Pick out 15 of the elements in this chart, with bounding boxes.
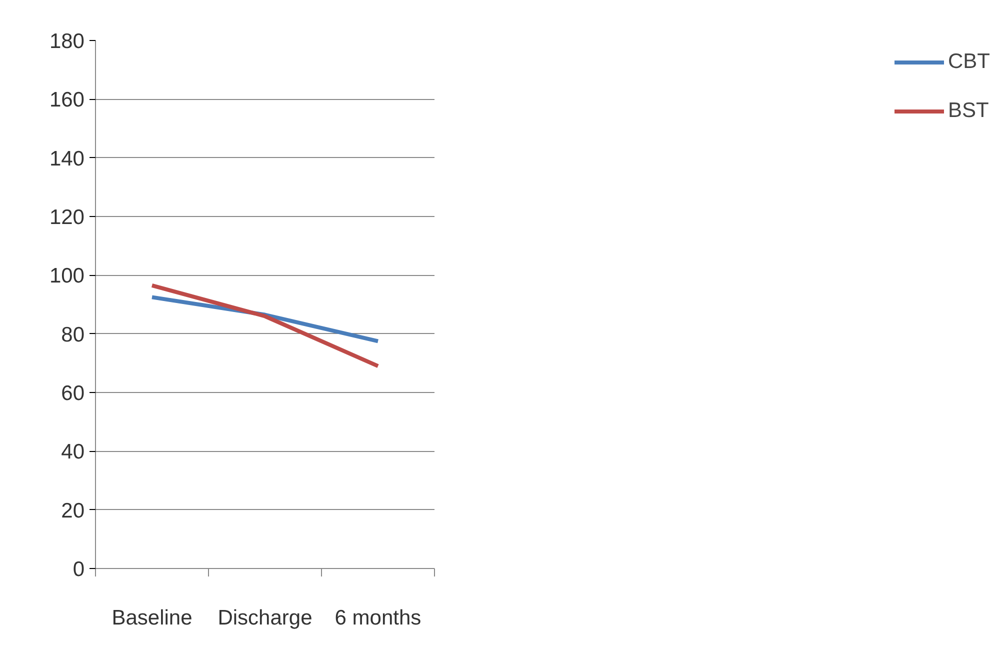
y-tick-label: 160 xyxy=(49,88,85,112)
y-tick-label: 80 xyxy=(61,323,84,346)
legend-label: CBT xyxy=(948,50,990,74)
y-tick-label: 140 xyxy=(49,147,85,170)
y-tick-label: 20 xyxy=(61,499,84,522)
y-tick-label: 100 xyxy=(49,264,85,288)
y-tick-label: 40 xyxy=(61,440,84,464)
x-tick-label: Baseline xyxy=(112,606,192,630)
x-tick-label: Discharge xyxy=(218,606,312,630)
x-tick-label: 6 months xyxy=(334,606,422,630)
y-tick-label: 60 xyxy=(61,382,84,405)
y-tick-label: 180 xyxy=(49,30,85,53)
y-tick-label: 120 xyxy=(49,206,85,229)
y-tick-label: 0 xyxy=(72,558,85,581)
legend-label: BST xyxy=(948,99,989,123)
